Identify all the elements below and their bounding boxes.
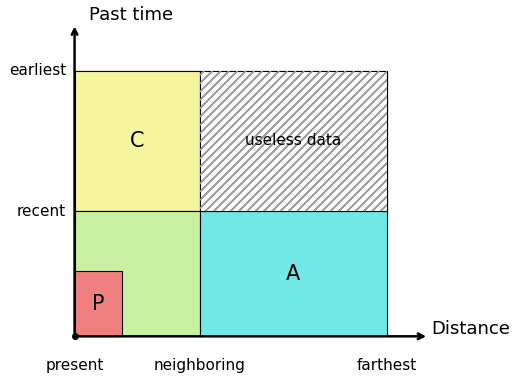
Bar [199,71,387,211]
Bar [199,71,387,211]
Bar [75,271,122,336]
Bar [75,211,199,336]
Text: neighboring: neighboring [154,358,246,373]
Text: useless data: useless data [246,133,341,149]
Text: earliest: earliest [9,63,66,78]
Bar [75,71,199,211]
Text: Past time: Past time [89,6,174,23]
Text: A: A [286,264,300,284]
Text: present: present [46,358,104,373]
Bar [199,211,387,336]
Text: recent: recent [17,204,66,219]
Text: C: C [130,131,145,151]
Text: farthest: farthest [357,358,418,373]
Text: P: P [92,294,105,314]
Text: Distance: Distance [431,320,510,338]
